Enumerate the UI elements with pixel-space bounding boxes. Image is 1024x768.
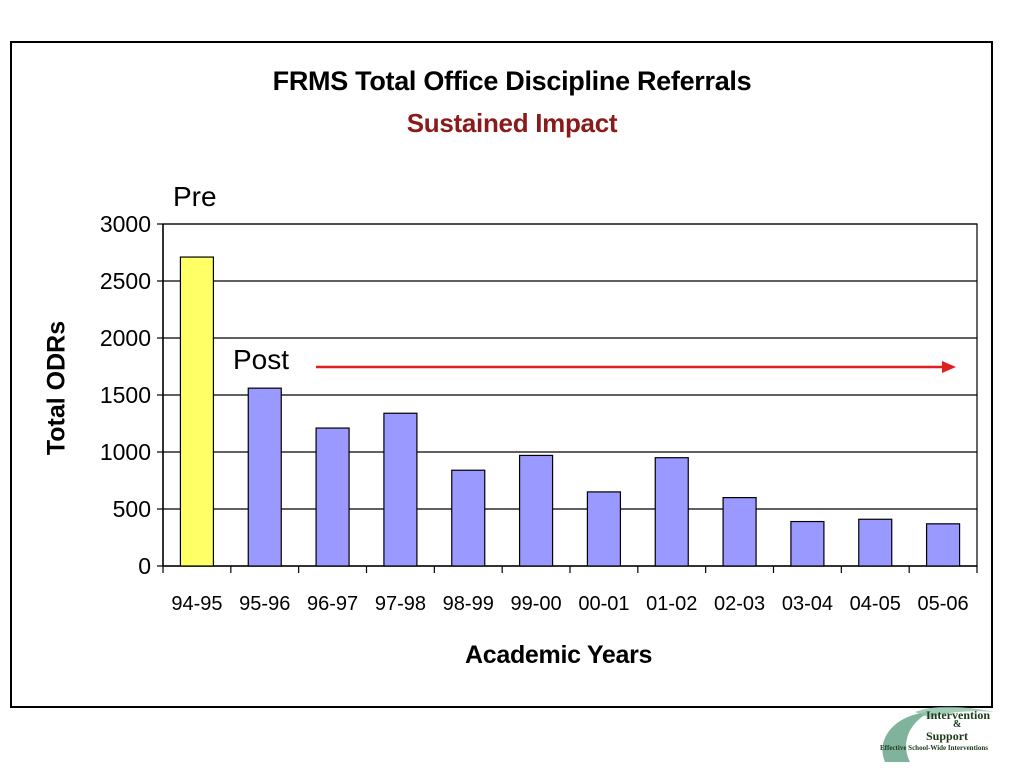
x-tick-label: 97-98 — [375, 593, 426, 615]
y-tick-label: 2500 — [100, 268, 151, 294]
x-tick-label: 01-02 — [646, 593, 697, 615]
x-tick-label: 96-97 — [307, 593, 358, 615]
bar-95-96 — [247, 387, 282, 567]
x-tick-label: 99-00 — [511, 593, 562, 615]
x-tick-label: 95-96 — [239, 593, 290, 615]
x-tick-label: 05-06 — [918, 593, 969, 615]
y-tick-label: 1000 — [100, 439, 151, 465]
y-tick-label: 3000 — [100, 211, 151, 237]
chart-frame — [10, 41, 993, 708]
y-tick-label: 500 — [113, 496, 151, 522]
y-tick-label: 0 — [138, 553, 151, 579]
logo-emblem — [882, 706, 995, 762]
post-annotation: Post — [233, 344, 290, 375]
x-axis-label: Academic Years — [465, 641, 653, 669]
x-tick-label: 98-99 — [443, 593, 494, 615]
pre-annotation: Pre — [173, 181, 217, 212]
bar-01-02 — [654, 457, 689, 567]
x-tick-label: 02-03 — [714, 593, 765, 615]
bar-03-04 — [790, 520, 825, 567]
logo-text-support: Support — [926, 729, 969, 743]
chart-title: FRMS Total Office Discipline Referrals — [272, 66, 752, 96]
x-tick-label: 04-05 — [850, 593, 901, 615]
bar-00-01 — [586, 491, 622, 567]
logo-text-intervention: Intervention — [926, 708, 990, 722]
y-tick-label: 1500 — [100, 382, 151, 408]
logo-tagline: Effective School-Wide Interventions — [880, 744, 988, 752]
x-tick-label: 03-04 — [782, 593, 833, 615]
bar-04-05 — [858, 518, 893, 567]
y-axis-label: Total ODRs — [42, 320, 71, 456]
y-tick-label: 2000 — [100, 325, 151, 351]
bar-05-06 — [925, 523, 961, 567]
chart-subtitle: Sustained Impact — [406, 108, 618, 138]
bar-98-99 — [451, 469, 486, 567]
bar-97-98 — [383, 412, 418, 567]
x-tick-label: 00-01 — [578, 593, 629, 615]
bar-99-00 — [518, 454, 554, 567]
bar-02-03 — [722, 497, 757, 567]
logo-text-amp: & — [953, 719, 962, 730]
x-tick-label: 94-95 — [171, 593, 222, 615]
post-arrow-head — [942, 361, 956, 373]
bar-94-95 — [179, 256, 215, 567]
bar-96-97 — [315, 427, 350, 567]
